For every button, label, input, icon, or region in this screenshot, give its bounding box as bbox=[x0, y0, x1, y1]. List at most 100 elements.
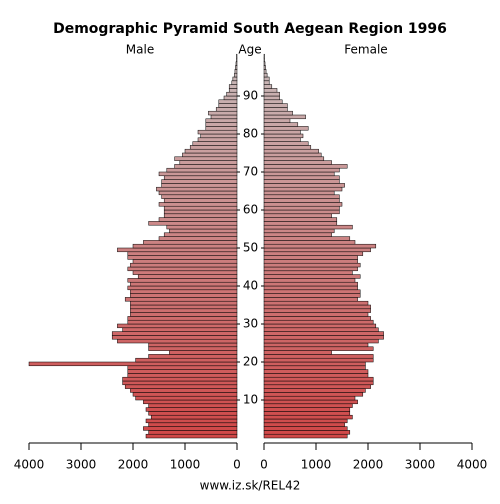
bar bbox=[130, 308, 238, 313]
bar bbox=[122, 327, 238, 332]
bar bbox=[145, 433, 238, 439]
bar bbox=[263, 338, 379, 344]
bar bbox=[236, 57, 238, 63]
bar bbox=[263, 350, 332, 355]
bar bbox=[150, 414, 238, 420]
bar bbox=[135, 357, 238, 363]
bar bbox=[127, 319, 238, 325]
bar bbox=[184, 148, 238, 154]
bar bbox=[163, 205, 238, 211]
bar bbox=[179, 160, 238, 165]
bar bbox=[192, 141, 238, 146]
bar bbox=[263, 240, 356, 245]
bar bbox=[127, 255, 238, 260]
y-tick-label: 20 bbox=[243, 355, 258, 369]
bar bbox=[263, 323, 377, 329]
x-tick-label: 0 bbox=[260, 458, 268, 472]
bar bbox=[263, 430, 351, 435]
bar bbox=[148, 346, 238, 351]
bar bbox=[263, 293, 361, 298]
bar bbox=[130, 262, 238, 268]
bar bbox=[205, 122, 238, 127]
x-tick-label: 2000 bbox=[118, 458, 149, 472]
bar bbox=[208, 110, 238, 116]
bar bbox=[263, 403, 353, 408]
bar bbox=[174, 164, 238, 169]
bar bbox=[228, 88, 238, 93]
bar bbox=[132, 392, 238, 397]
bar bbox=[263, 61, 266, 66]
female-label: Female bbox=[344, 43, 387, 57]
bar bbox=[111, 331, 238, 336]
bar bbox=[263, 65, 266, 70]
x-tick-label: 1000 bbox=[170, 458, 201, 472]
bar bbox=[127, 373, 238, 378]
bar bbox=[263, 266, 358, 272]
bar bbox=[263, 361, 366, 367]
bar bbox=[124, 297, 238, 302]
bar bbox=[263, 175, 340, 180]
bar bbox=[263, 433, 348, 439]
bar bbox=[166, 224, 238, 230]
chart-title: Demographic Pyramid South Aegean Region … bbox=[53, 21, 447, 37]
bar bbox=[226, 91, 238, 97]
bar bbox=[163, 213, 238, 218]
bar bbox=[132, 243, 238, 249]
bar bbox=[182, 152, 238, 158]
bar bbox=[166, 167, 238, 173]
bar bbox=[263, 224, 353, 230]
bar bbox=[135, 395, 238, 401]
bar bbox=[263, 202, 343, 207]
bar bbox=[235, 61, 238, 66]
bar bbox=[263, 236, 351, 241]
bar bbox=[169, 350, 238, 355]
y-tick-label: 70 bbox=[243, 165, 258, 179]
bar bbox=[263, 72, 268, 78]
bar bbox=[158, 202, 238, 207]
bar bbox=[232, 76, 238, 82]
bar bbox=[263, 422, 345, 427]
bar bbox=[145, 407, 238, 412]
bar bbox=[163, 232, 238, 237]
bar bbox=[143, 240, 238, 245]
bar bbox=[132, 259, 238, 264]
bar bbox=[263, 126, 309, 131]
bar bbox=[263, 319, 374, 325]
bar bbox=[200, 133, 238, 139]
bar bbox=[263, 91, 280, 97]
bar bbox=[263, 114, 306, 120]
bar bbox=[236, 53, 238, 59]
bar bbox=[148, 422, 238, 427]
bar bbox=[174, 156, 238, 161]
male-label: Male bbox=[126, 43, 154, 57]
bar bbox=[163, 175, 238, 180]
bar bbox=[132, 270, 238, 275]
bar bbox=[215, 107, 238, 112]
bar bbox=[263, 186, 343, 192]
bar bbox=[148, 342, 238, 348]
x-tick-label: 3000 bbox=[66, 458, 97, 472]
bar bbox=[263, 110, 293, 116]
bar bbox=[161, 183, 238, 188]
bar bbox=[163, 198, 238, 203]
bar bbox=[263, 84, 273, 89]
bar bbox=[263, 194, 340, 199]
y-tick-label: 10 bbox=[243, 393, 258, 407]
bar bbox=[263, 399, 358, 405]
bar bbox=[130, 289, 238, 294]
y-tick-label: 40 bbox=[243, 279, 258, 293]
bar bbox=[263, 251, 364, 256]
bar bbox=[148, 221, 238, 226]
bar bbox=[263, 156, 325, 161]
age-label: Age bbox=[238, 43, 261, 57]
bar bbox=[263, 141, 309, 146]
y-tick-label: 30 bbox=[243, 317, 258, 331]
x-tick-label: 4000 bbox=[457, 458, 488, 472]
bar bbox=[263, 365, 366, 370]
bar bbox=[130, 293, 238, 298]
bar bbox=[158, 217, 238, 222]
bar bbox=[197, 129, 238, 135]
bar bbox=[235, 65, 238, 70]
bar bbox=[223, 95, 238, 101]
bar bbox=[263, 384, 371, 389]
